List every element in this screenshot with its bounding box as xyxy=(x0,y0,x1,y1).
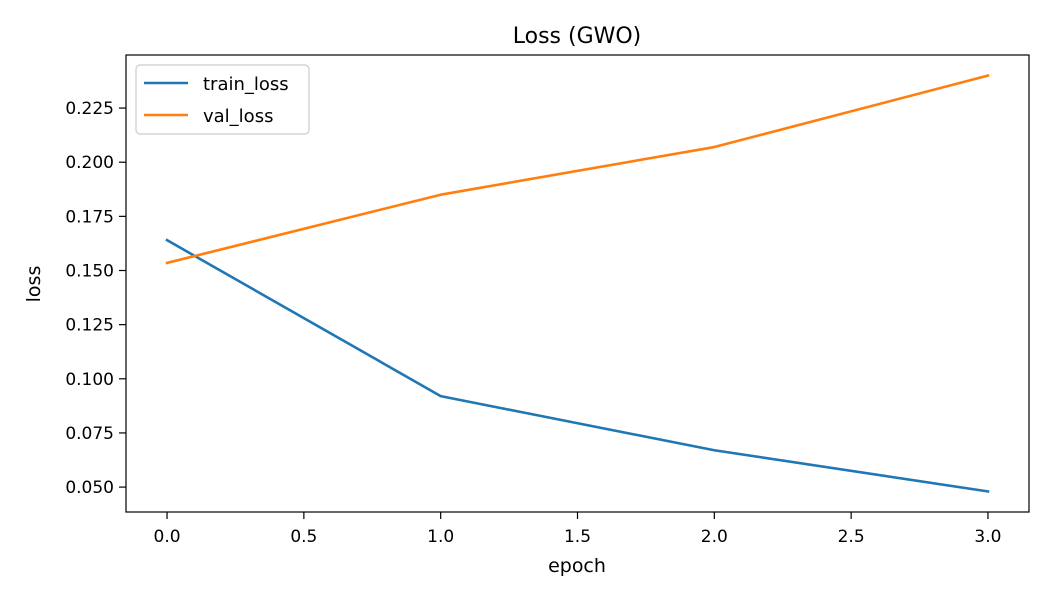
y-tick-label: 0.125 xyxy=(65,316,114,336)
chart-title: Loss (GWO) xyxy=(513,24,642,49)
series-layer xyxy=(165,73,990,493)
series-line-val-loss xyxy=(165,73,990,265)
y-tick-label: 0.175 xyxy=(65,207,114,227)
y-tick-label: 0.200 xyxy=(65,153,114,173)
x-tick-label: 2.0 xyxy=(701,527,728,547)
legend-label: val_loss xyxy=(203,106,273,127)
x-axis: 0.0 0.5 1.0 1.5 2.0 2.5 3.0 xyxy=(154,512,1001,547)
x-axis-label: epoch xyxy=(548,555,606,577)
x-tick-label: 2.5 xyxy=(838,527,865,547)
x-tick-label: 1.5 xyxy=(564,527,591,547)
y-tick-label: 0.100 xyxy=(65,370,114,390)
x-tick-label: 1.0 xyxy=(427,527,454,547)
legend-label: train_loss xyxy=(203,74,289,95)
x-tick-label: 0.5 xyxy=(290,527,317,547)
y-axis: 0.050 0.075 0.100 0.125 0.150 0.175 0.200 0.225 xyxy=(65,99,126,498)
y-tick-label: 0.050 xyxy=(65,478,114,498)
x-tick-label: 0.0 xyxy=(154,527,181,547)
y-tick-label: 0.150 xyxy=(65,262,114,282)
legend: train_loss val_loss xyxy=(135,64,310,135)
series-line-train-loss xyxy=(165,238,990,493)
x-tick-label: 3.0 xyxy=(974,527,1001,547)
y-axis-label: loss xyxy=(23,266,45,303)
y-tick-label: 0.225 xyxy=(65,99,114,119)
y-tick-label: 0.075 xyxy=(65,424,114,444)
